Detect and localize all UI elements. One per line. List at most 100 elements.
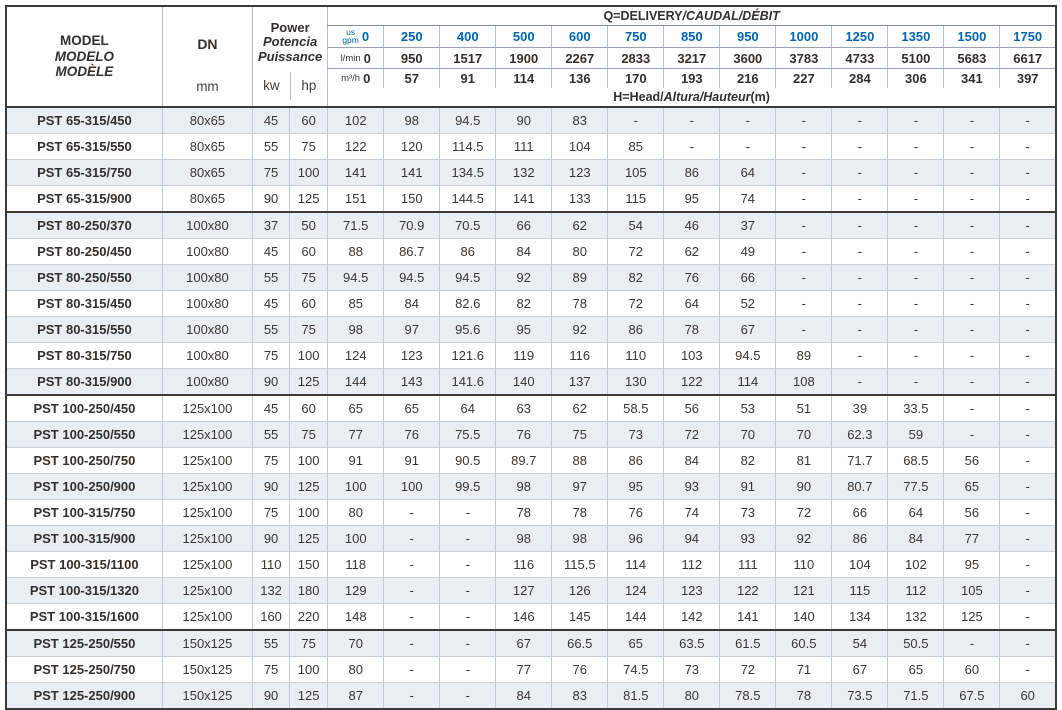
head-value-cell: 126 xyxy=(551,577,608,604)
page: MODEL MODELO MODÈLE DN mm Power xyxy=(5,5,1057,710)
head-value-cell: 134.5 xyxy=(439,159,496,186)
hp-cell: 75 xyxy=(289,133,328,160)
head-value-cell: 98 xyxy=(383,106,440,134)
head-value-cell: 77 xyxy=(327,421,384,448)
head-value-cell: 74 xyxy=(719,185,776,212)
model-cell: PST 100-315/1100 xyxy=(6,551,163,578)
head-value-cell: 72 xyxy=(607,238,664,265)
head-value-cell: 100 xyxy=(327,525,384,552)
head-value-cell: 111 xyxy=(495,133,552,160)
dn-unit-mm: mm xyxy=(196,79,219,94)
hp-cell: 125 xyxy=(289,473,328,500)
hp-cell: 125 xyxy=(289,525,328,552)
head-value-cell: 81.5 xyxy=(607,682,664,709)
head-value-cell: 78 xyxy=(775,682,832,709)
head-value-cell: 92 xyxy=(551,316,608,343)
table-row: PST 100-315/900 125x100 90 125 100- -98 98 96 94… xyxy=(6,525,1056,552)
table-row: PST 80-250/450 100x80 45 60 88 86.7 86 84 80 72 62… xyxy=(6,238,1056,265)
head-value-cell: 64 xyxy=(887,499,944,526)
head-value-cell: - xyxy=(999,316,1056,343)
head-value-cell: 86.7 xyxy=(383,238,440,265)
dn-cell: 150x125 xyxy=(161,629,253,657)
head-value-cell: 115 xyxy=(607,185,664,212)
head-value-cell: 33.5 xyxy=(887,394,944,422)
table-body: PST 65-315/450 80x65 45 60 102 98 94.5 90 83- - - -… xyxy=(6,106,1056,709)
model-cell: PST 80-250/450 xyxy=(6,238,163,265)
head-value-cell: - xyxy=(999,629,1056,657)
head-value-cell: 76 xyxy=(607,499,664,526)
dn-cell: 100x80 xyxy=(161,316,253,343)
head-title: H=Head/Altura/Hauteur(m) xyxy=(327,88,1056,107)
model-cell: PST 80-315/450 xyxy=(6,290,163,317)
kw-cell: 90 xyxy=(252,185,290,212)
table-row: PST 65-315/750 80x65 75 100 141 141 134.5 132 12… xyxy=(6,159,1056,186)
head-value-cell: - xyxy=(439,603,496,630)
head-value-cell: 122 xyxy=(719,577,776,604)
head-value-cell: - xyxy=(943,211,1000,239)
head-value-cell: 98 xyxy=(551,525,608,552)
head-value-cell: - xyxy=(999,499,1056,526)
flow-value-cell: 3217 xyxy=(663,47,720,69)
pump-performance-table: MODEL MODELO MODÈLE DN mm Power xyxy=(5,5,1057,710)
kw-cell: 90 xyxy=(252,473,290,500)
head-value-cell: - xyxy=(831,290,888,317)
head-value-cell: 94.5 xyxy=(383,264,440,291)
dn-cell: 125x100 xyxy=(161,394,253,422)
flow-value-cell: 114 xyxy=(495,68,552,88)
head-value-cell: - xyxy=(383,499,440,526)
head-value-cell: - xyxy=(999,264,1056,291)
hp-cell: 125 xyxy=(289,185,328,212)
head-value-cell: 65 xyxy=(383,394,440,422)
flow-value-cell: 5100 xyxy=(887,47,944,69)
table-row: PST 100-315/1320 125x100 132 180 129- -127 126… xyxy=(6,577,1056,604)
head-value-cell: 64 xyxy=(439,394,496,422)
head-value-cell: 49 xyxy=(719,238,776,265)
kw-cell: 45 xyxy=(252,394,290,422)
head-value-cell: 97 xyxy=(551,473,608,500)
head-value-cell: 78 xyxy=(495,499,552,526)
flow-value-cell: 950 xyxy=(719,25,776,48)
model-cell: PST 65-315/450 xyxy=(6,106,163,134)
head-value-cell: - xyxy=(943,133,1000,160)
head-value-cell: 87 xyxy=(327,682,384,709)
lmin-unit-label: l/min xyxy=(340,52,361,64)
hp-cell: 60 xyxy=(289,106,328,134)
flow-value-cell: 2833 xyxy=(607,47,664,69)
dn-cell: 125x100 xyxy=(161,473,253,500)
dn-cell: 100x80 xyxy=(161,342,253,369)
head-value-cell: - xyxy=(439,577,496,604)
table-row: PST 80-315/750 100x80 75 100 124 123 121.6 119 1… xyxy=(6,342,1056,369)
head-value-cell: 81 xyxy=(775,447,832,474)
kw-cell: 55 xyxy=(252,133,290,160)
head-value-cell: 100 xyxy=(383,473,440,500)
head-value-cell: 65 xyxy=(943,473,1000,500)
head-value-cell: 115.5 xyxy=(551,551,608,578)
head-value-cell: 46 xyxy=(663,211,720,239)
head-value-cell: 105 xyxy=(607,159,664,186)
head-value-cell: - xyxy=(887,159,944,186)
head-value-cell: - xyxy=(383,525,440,552)
model-cell: PST 65-315/750 xyxy=(6,159,163,186)
head-value-cell: 125 xyxy=(943,603,1000,630)
head-value-cell: - xyxy=(887,185,944,212)
hp-cell: 60 xyxy=(289,238,328,265)
head-value-cell: 92 xyxy=(775,525,832,552)
head-value-cell: - xyxy=(943,290,1000,317)
head-value-cell: 86 xyxy=(831,525,888,552)
head-value-cell: 86 xyxy=(439,238,496,265)
head-value-cell: - xyxy=(719,106,776,134)
head-value-cell: 64 xyxy=(663,290,720,317)
head-value-cell: 121.6 xyxy=(439,342,496,369)
model-cell: PST 125-250/750 xyxy=(6,656,163,683)
head-value-cell: 110 xyxy=(775,551,832,578)
kw-cell: 55 xyxy=(252,421,290,448)
head-value-cell: 94 xyxy=(663,525,720,552)
head-value-cell: 72 xyxy=(607,290,664,317)
head-value-cell: 80 xyxy=(327,499,384,526)
head-value-cell: - xyxy=(439,656,496,683)
flow-value-cell: 306 xyxy=(887,68,944,88)
head-value-cell: 95 xyxy=(663,185,720,212)
head-value-cell: 80 xyxy=(327,656,384,683)
model-cell: PST 125-250/900 xyxy=(6,682,163,709)
model-cell: PST 125-250/550 xyxy=(6,629,163,657)
